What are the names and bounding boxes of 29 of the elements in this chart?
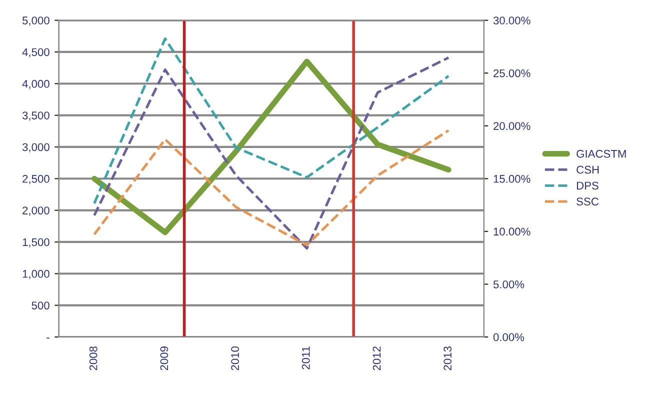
y-tick-label: 4,500	[22, 48, 50, 58]
legend-label: CSH	[576, 166, 599, 174]
y-tick-label: 3,000	[22, 143, 50, 152]
y2-tick-label: 30.00%	[493, 16, 530, 24]
y2-tick-label: 20.00%	[494, 122, 530, 130]
x-tick-label: 2008	[89, 346, 98, 370]
legend-label: GIACSTM	[576, 150, 626, 158]
x-tick-label: 2012	[372, 346, 381, 370]
line-series	[93, 37, 450, 205]
y-tick-label: 5,000	[22, 16, 50, 26]
y2-tick-label: 0.00%	[493, 333, 524, 342]
line-series	[93, 129, 450, 246]
x-tick-label: 2011	[302, 346, 310, 370]
y-tick-label: 1,000	[22, 270, 50, 280]
x-tick-label: 2010	[231, 346, 239, 370]
y-tick-label: 2,500	[22, 174, 50, 184]
y2-tick-label: 15.00%	[494, 174, 530, 183]
y-tick-label: 1,500	[22, 238, 50, 248]
y2-tick-label: 25.00%	[494, 69, 530, 78]
y-tick-label: 4,000	[22, 80, 50, 90]
y-tick-label: 500	[32, 302, 50, 310]
legend-label: DPS	[576, 182, 598, 190]
y2-tick-label: 5.00%	[493, 280, 524, 288]
legend-label: SSC	[576, 198, 599, 206]
x-tick-label: 2009	[160, 346, 168, 370]
x-tick-label: 2013	[444, 346, 452, 370]
y-tick-label: 3,500	[22, 112, 50, 121]
y-tick-label: 2,000	[22, 206, 50, 216]
y2-tick-label: 10.00%	[494, 228, 530, 236]
